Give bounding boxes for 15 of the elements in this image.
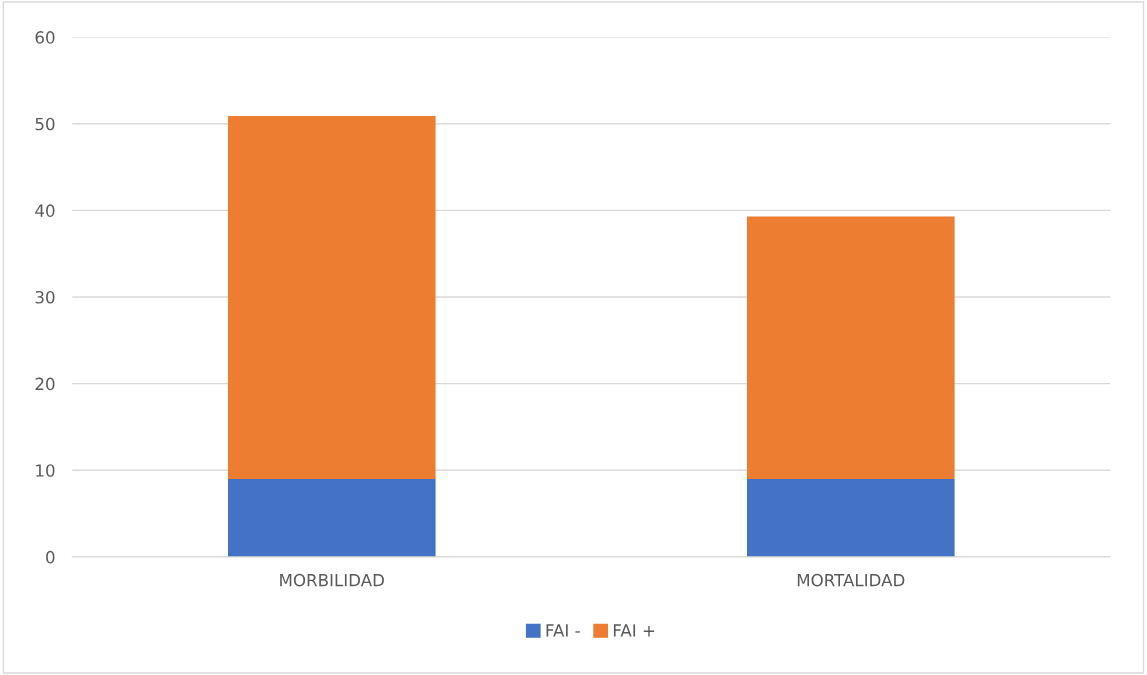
bar xyxy=(227,478,436,557)
y-tick-label: 50 xyxy=(35,117,55,131)
y-tick-label: 40 xyxy=(35,204,55,217)
legend-label: FAI + xyxy=(613,624,655,637)
bar xyxy=(746,478,955,557)
x-tick-label: MORTALIDAD xyxy=(797,573,905,587)
x-tick-label: MORBILIDAD xyxy=(280,573,384,587)
bar xyxy=(746,216,955,479)
y-tick-label: 0 xyxy=(46,550,55,564)
y-tick-label: 20 xyxy=(35,377,55,391)
y-tick-label: 30 xyxy=(35,290,55,304)
y-tick-label: 60 xyxy=(35,31,55,44)
legend-label: FAI - xyxy=(546,624,580,637)
bar xyxy=(227,115,436,479)
y-tick-label: 10 xyxy=(36,464,55,477)
